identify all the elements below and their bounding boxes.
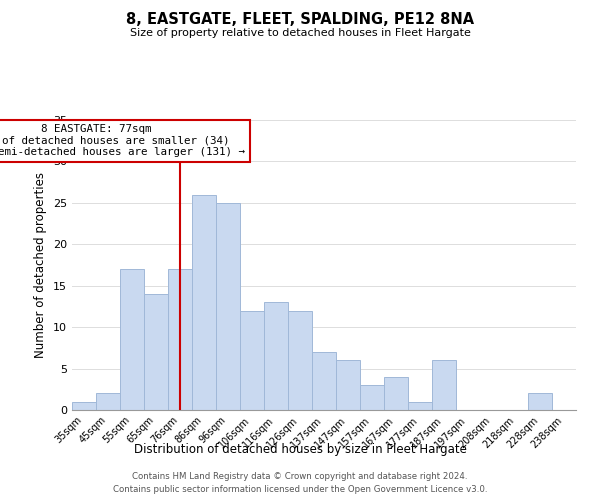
Bar xyxy=(288,310,312,410)
Bar xyxy=(432,360,456,410)
Text: 8, EASTGATE, FLEET, SPALDING, PE12 8NA: 8, EASTGATE, FLEET, SPALDING, PE12 8NA xyxy=(126,12,474,28)
Text: 8 EASTGATE: 77sqm
← 20% of detached houses are smaller (34)
78% of semi-detached: 8 EASTGATE: 77sqm ← 20% of detached hous… xyxy=(0,124,245,158)
Text: Distribution of detached houses by size in Fleet Hargate: Distribution of detached houses by size … xyxy=(134,442,466,456)
Bar xyxy=(240,310,264,410)
Bar xyxy=(72,402,96,410)
Text: Size of property relative to detached houses in Fleet Hargate: Size of property relative to detached ho… xyxy=(130,28,470,38)
Bar xyxy=(144,294,168,410)
Bar xyxy=(360,385,384,410)
Bar xyxy=(336,360,360,410)
Bar xyxy=(408,402,432,410)
Bar xyxy=(96,394,120,410)
Bar xyxy=(192,194,216,410)
Text: Contains public sector information licensed under the Open Government Licence v3: Contains public sector information licen… xyxy=(113,485,487,494)
Bar xyxy=(528,394,552,410)
Bar xyxy=(264,302,288,410)
Bar xyxy=(120,269,144,410)
Bar xyxy=(312,352,336,410)
Y-axis label: Number of detached properties: Number of detached properties xyxy=(34,172,47,358)
Text: Contains HM Land Registry data © Crown copyright and database right 2024.: Contains HM Land Registry data © Crown c… xyxy=(132,472,468,481)
Bar xyxy=(384,377,408,410)
Bar xyxy=(216,203,240,410)
Bar xyxy=(168,269,192,410)
